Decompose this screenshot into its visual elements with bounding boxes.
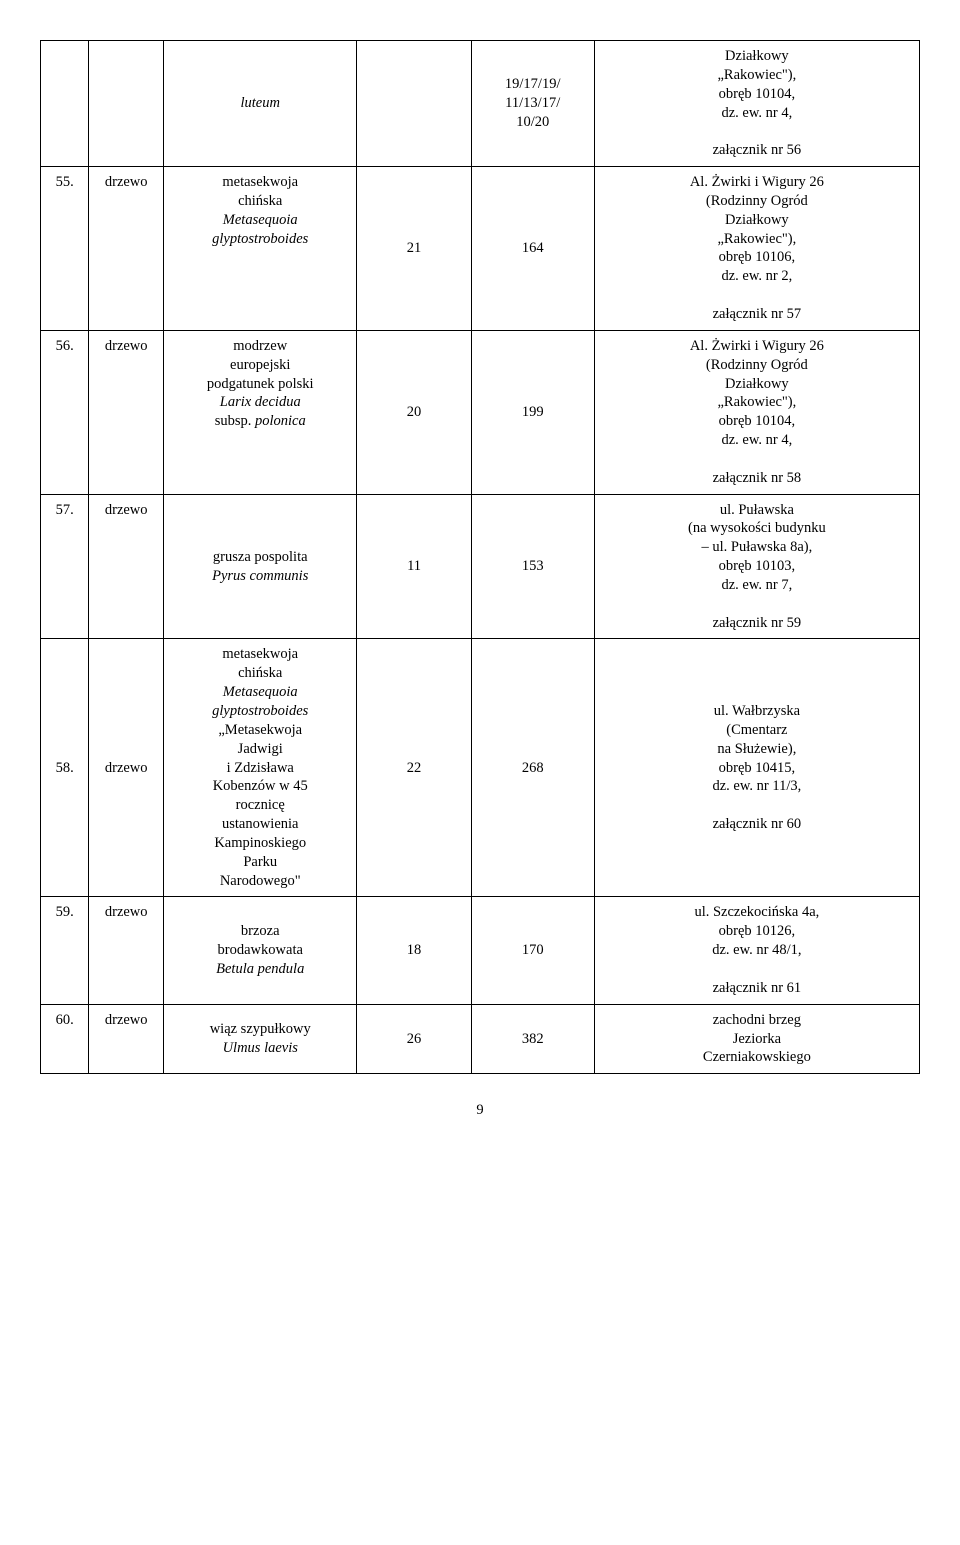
- table-row: 55.drzewometasekwojachińskaMetasequoiagl…: [41, 167, 920, 331]
- table-row: 57.drzewogrusza pospolitaPyrus communis1…: [41, 494, 920, 639]
- row-kind: drzewo: [89, 330, 164, 494]
- row-dim2: 164: [471, 167, 594, 331]
- row-dim1: 18: [357, 897, 471, 1004]
- row-number: 55.: [41, 167, 89, 331]
- row-dim1: [357, 41, 471, 167]
- table-row: luteum 19/17/19/11/13/17/10/20Działkowy„R…: [41, 41, 920, 167]
- row-number: [41, 41, 89, 167]
- row-description: Al. Żwirki i Wigury 26(Rodzinny OgródDzi…: [594, 167, 919, 331]
- row-dim2: 153: [471, 494, 594, 639]
- row-kind: drzewo: [89, 897, 164, 1004]
- row-dim2: 268: [471, 639, 594, 897]
- row-kind: [89, 41, 164, 167]
- row-dim1: 26: [357, 1004, 471, 1074]
- row-number: 59.: [41, 897, 89, 1004]
- row-description: Działkowy„Rakowiec"),obręb 10104,dz. ew.…: [594, 41, 919, 167]
- row-number: 56.: [41, 330, 89, 494]
- species-table: luteum 19/17/19/11/13/17/10/20Działkowy„R…: [40, 40, 920, 1074]
- row-dim1: 22: [357, 639, 471, 897]
- row-number: 58.: [41, 639, 89, 897]
- row-kind: drzewo: [89, 1004, 164, 1074]
- row-description: ul. Wałbrzyska(Cmentarzna Służewie),obrę…: [594, 639, 919, 897]
- row-description: ul. Szczekocińska 4a,obręb 10126,dz. ew.…: [594, 897, 919, 1004]
- row-species: wiąz szypułkowyUlmus laevis: [164, 1004, 357, 1074]
- row-dim2: 199: [471, 330, 594, 494]
- row-dim2: 170: [471, 897, 594, 1004]
- table-row: 60.drzewowiąz szypułkowyUlmus laevis2638…: [41, 1004, 920, 1074]
- row-species: modrzeweuropejskipodgatunek polskiLarix …: [164, 330, 357, 494]
- row-dim1: 20: [357, 330, 471, 494]
- row-species: grusza pospolitaPyrus communis: [164, 494, 357, 639]
- row-kind: drzewo: [89, 639, 164, 897]
- row-dim1: 21: [357, 167, 471, 331]
- row-kind: drzewo: [89, 494, 164, 639]
- table-row: 59.drzewobrzozabrodawkowataBetula pendul…: [41, 897, 920, 1004]
- row-number: 57.: [41, 494, 89, 639]
- row-species: metasekwojachińskaMetasequoiaglyptostrob…: [164, 639, 357, 897]
- table-row: 58.drzewometasekwojachińskaMetasequoiagl…: [41, 639, 920, 897]
- row-dim2: 19/17/19/11/13/17/10/20: [471, 41, 594, 167]
- row-description: Al. Żwirki i Wigury 26(Rodzinny OgródDzi…: [594, 330, 919, 494]
- row-dim2: 382: [471, 1004, 594, 1074]
- row-species: metasekwojachińskaMetasequoiaglyptostrob…: [164, 167, 357, 331]
- row-number: 60.: [41, 1004, 89, 1074]
- page-number: 9: [40, 1102, 920, 1119]
- row-kind: drzewo: [89, 167, 164, 331]
- row-dim1: 11: [357, 494, 471, 639]
- row-species: luteum: [164, 41, 357, 167]
- row-description: zachodni brzegJeziorkaCzerniakowskiego: [594, 1004, 919, 1074]
- table-row: 56.drzewomodrzeweuropejskipodgatunek pol…: [41, 330, 920, 494]
- table-body: luteum 19/17/19/11/13/17/10/20Działkowy„R…: [41, 41, 920, 1074]
- row-species: brzozabrodawkowataBetula pendula: [164, 897, 357, 1004]
- row-description: ul. Puławska(na wysokości budynku– ul. P…: [594, 494, 919, 639]
